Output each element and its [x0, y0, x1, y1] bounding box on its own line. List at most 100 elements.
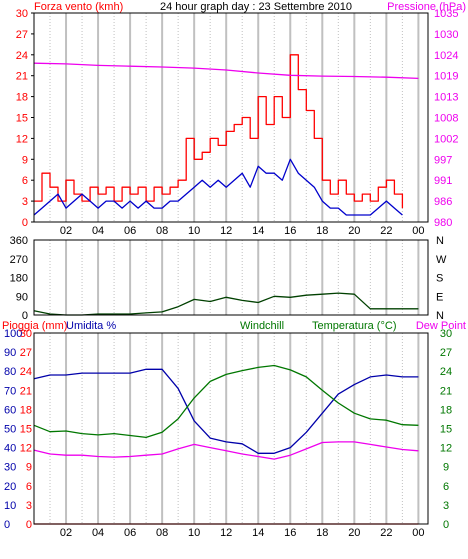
rain-tick-label: 21 — [20, 385, 32, 397]
x-tick-label: 20 — [348, 225, 360, 237]
temperature-tick-label: 30 — [440, 328, 452, 340]
y-left-tick-label: 360 — [10, 235, 28, 247]
chart-title: 24 hour graph day : 23 Settembre 2010 — [160, 1, 352, 13]
rain-tick-label: 0 — [26, 519, 32, 531]
y-left-tick-label: 0 — [22, 217, 28, 229]
x-tick-label: 08 — [156, 527, 168, 539]
humidity-line — [33, 368, 419, 454]
x-tick-label: 16 — [284, 225, 296, 237]
y-right-tick-label: 1035 — [434, 8, 458, 20]
x-tick-label: 12 — [220, 225, 232, 237]
y-right-tick-label: 991 — [434, 175, 452, 187]
humidity-tick-label: 0 — [4, 519, 10, 531]
y-right-tick-label: 1013 — [434, 92, 458, 104]
x-tick-label: 08 — [156, 225, 168, 237]
y-right-tick-label: 997 — [434, 154, 452, 166]
y-left-tick-label: 24 — [16, 50, 28, 62]
dewpoint-label: Dew Point — [416, 320, 466, 332]
rain-tick-label: 15 — [20, 424, 32, 436]
y-left-tick-label: 12 — [16, 133, 28, 145]
x-tick-label: 06 — [124, 225, 136, 237]
windchill-label: Windchill — [240, 320, 284, 332]
rain-tick-label: 18 — [20, 404, 32, 416]
y-left-tick-label: 30 — [16, 8, 28, 20]
wind-average-line — [33, 158, 403, 216]
humidity-tick-label: 50 — [4, 424, 16, 436]
compass-tick-label: W — [436, 254, 447, 266]
x-tick-label: 18 — [316, 527, 328, 539]
rain-tick-label: 9 — [26, 462, 32, 474]
x-tick-label: 02 — [60, 225, 72, 237]
temperature-tick-label: 6 — [443, 481, 449, 493]
rain-tick-label: 24 — [20, 366, 32, 378]
x-tick-label: 04 — [92, 225, 104, 237]
y-left-tick-label: 18 — [16, 92, 28, 104]
humidity-tick-label: 30 — [4, 462, 16, 474]
rain-tick-label: 27 — [20, 347, 32, 359]
rain-label: Pioggia (mm) — [2, 320, 67, 332]
x-tick-label: 06 — [124, 527, 136, 539]
humidity-tick-label: 90 — [4, 347, 16, 359]
temperature-line — [33, 364, 419, 439]
x-tick-label: 20 — [348, 527, 360, 539]
x-tick-label: 22 — [380, 527, 392, 539]
x-tick-label: 02 — [60, 527, 72, 539]
y-right-tick-label: 1019 — [434, 71, 458, 83]
rain-tick-label: 12 — [20, 443, 32, 455]
x-tick-label: 10 — [188, 527, 200, 539]
dewpoint-line — [33, 441, 419, 460]
y-left-tick-label: 3 — [22, 196, 28, 208]
pressure-label: Pressione (hPa) — [387, 1, 466, 13]
temperature-tick-label: 12 — [440, 443, 452, 455]
compass-tick-label: N — [436, 310, 444, 322]
humidity-tick-label: 60 — [4, 404, 16, 416]
temperature-tick-label: 27 — [440, 347, 452, 359]
humidity-tick-label: 10 — [4, 500, 16, 512]
x-tick-label: 12 — [220, 527, 232, 539]
temperature-label: Temperatura (°C) — [312, 320, 396, 332]
y-left-tick-label: 27 — [16, 29, 28, 41]
temperature-tick-label: 15 — [440, 424, 452, 436]
y-right-tick-label: 980 — [434, 217, 452, 229]
y-right-tick-label: 986 — [434, 196, 452, 208]
compass-tick-label: E — [436, 291, 443, 303]
compass-tick-label: N — [436, 235, 444, 247]
y-left-tick-label: 180 — [10, 273, 28, 285]
plot-frame — [33, 12, 429, 223]
y-left-tick-label: 0 — [22, 310, 28, 322]
humidity-tick-label: 80 — [4, 366, 16, 378]
plot-frame — [33, 332, 429, 525]
wind-speed-label: Forza vento (kmh) — [34, 1, 123, 13]
wind-gust-line — [34, 54, 404, 209]
y-left-tick-label: 6 — [22, 175, 28, 187]
y-left-tick-label: 15 — [16, 113, 28, 125]
x-tick-label: 14 — [252, 225, 264, 237]
x-tick-label: 22 — [380, 225, 392, 237]
temperature-tick-label: 9 — [443, 462, 449, 474]
humidity-tick-label: 100 — [4, 328, 22, 340]
humidity-tick-label: 70 — [4, 385, 16, 397]
y-left-tick-label: 9 — [22, 154, 28, 166]
x-tick-label: 18 — [316, 225, 328, 237]
y-left-tick-label: 21 — [16, 71, 28, 83]
humidity-tick-label: 40 — [4, 443, 16, 455]
temperature-tick-label: 18 — [440, 404, 452, 416]
x-tick-label: 00 — [412, 225, 424, 237]
y-right-tick-label: 1030 — [434, 29, 458, 41]
pressure-line — [33, 62, 419, 80]
x-tick-label: 14 — [252, 527, 264, 539]
y-right-tick-label: 1002 — [434, 133, 458, 145]
rain-tick-label: 30 — [20, 328, 32, 340]
wind-direction-line — [33, 292, 419, 316]
x-tick-label: 16 — [284, 527, 296, 539]
compass-tick-label: S — [436, 273, 443, 285]
x-tick-label: 10 — [188, 225, 200, 237]
humidity-label: Umidita % — [66, 320, 116, 332]
rain-tick-label: 6 — [26, 481, 32, 493]
temperature-tick-label: 0 — [443, 519, 449, 531]
temperature-tick-label: 21 — [440, 385, 452, 397]
plot-frame — [33, 239, 429, 316]
humidity-tick-label: 20 — [4, 481, 16, 493]
y-right-tick-label: 1008 — [434, 113, 458, 125]
